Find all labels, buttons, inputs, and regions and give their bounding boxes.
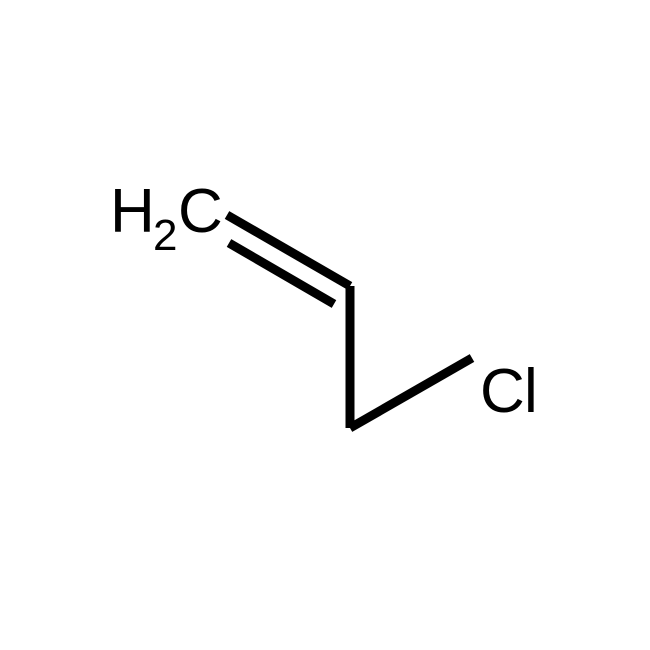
- single-bond-to-cl: [350, 358, 472, 428]
- cl-label-C: C: [480, 357, 525, 426]
- ch2-label-C: C: [178, 177, 223, 246]
- bonds-group: [227, 215, 472, 428]
- ch2-label-H: H: [110, 177, 155, 246]
- cl-label-l: l: [524, 357, 538, 426]
- molecule-diagram: H 2 C C l: [0, 0, 650, 650]
- double-bond-bottom: [229, 243, 334, 304]
- ch2-label-2: 2: [153, 211, 177, 260]
